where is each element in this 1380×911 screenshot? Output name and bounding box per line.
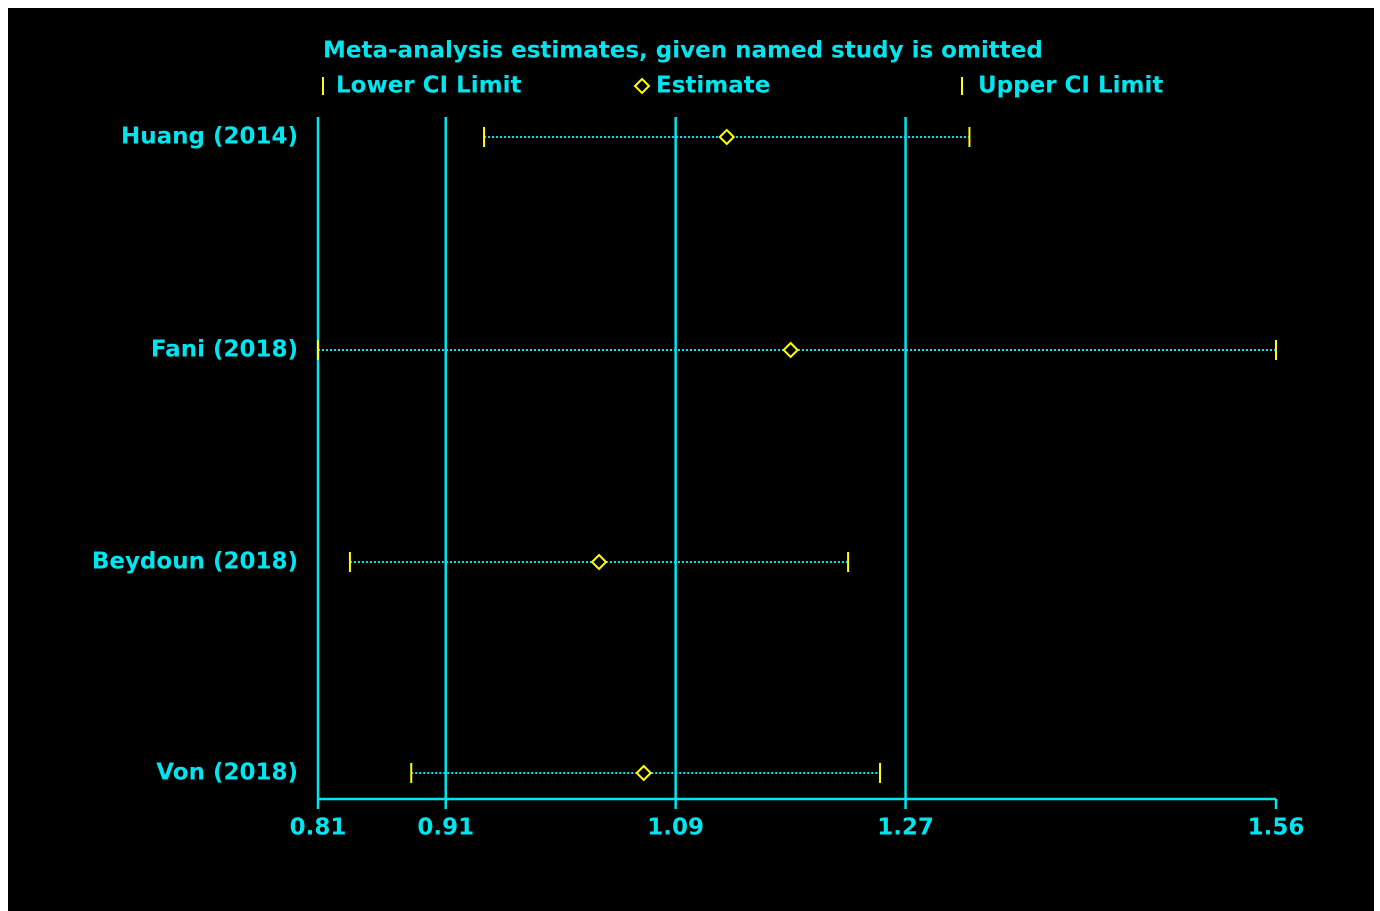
study-label: Huang (2014) (121, 124, 298, 150)
study-label: Von (2018) (156, 760, 298, 786)
x-tick-label: 1.56 (1248, 815, 1305, 841)
legend-estimate-label: Estimate (656, 73, 770, 99)
estimate-marker (590, 553, 608, 571)
plot-background (8, 8, 1374, 911)
estimate-marker (635, 764, 653, 782)
estimate-marker (718, 128, 736, 146)
x-tick-label: 1.27 (877, 815, 934, 841)
study-label: Beydoun (2018) (92, 549, 298, 575)
legend-estimate-marker (633, 77, 651, 95)
x-tick-label: 1.09 (647, 815, 704, 841)
study-label: Fani (2018) (151, 337, 298, 363)
legend-lower-label: Lower CI Limit (336, 73, 521, 99)
chart-title: Meta-analysis estimates, given named stu… (323, 38, 1043, 64)
x-tick-label: 0.91 (417, 815, 474, 841)
legend-upper-label: Upper CI Limit (978, 73, 1163, 99)
estimate-marker (782, 341, 800, 359)
x-tick-label: 0.81 (290, 815, 347, 841)
